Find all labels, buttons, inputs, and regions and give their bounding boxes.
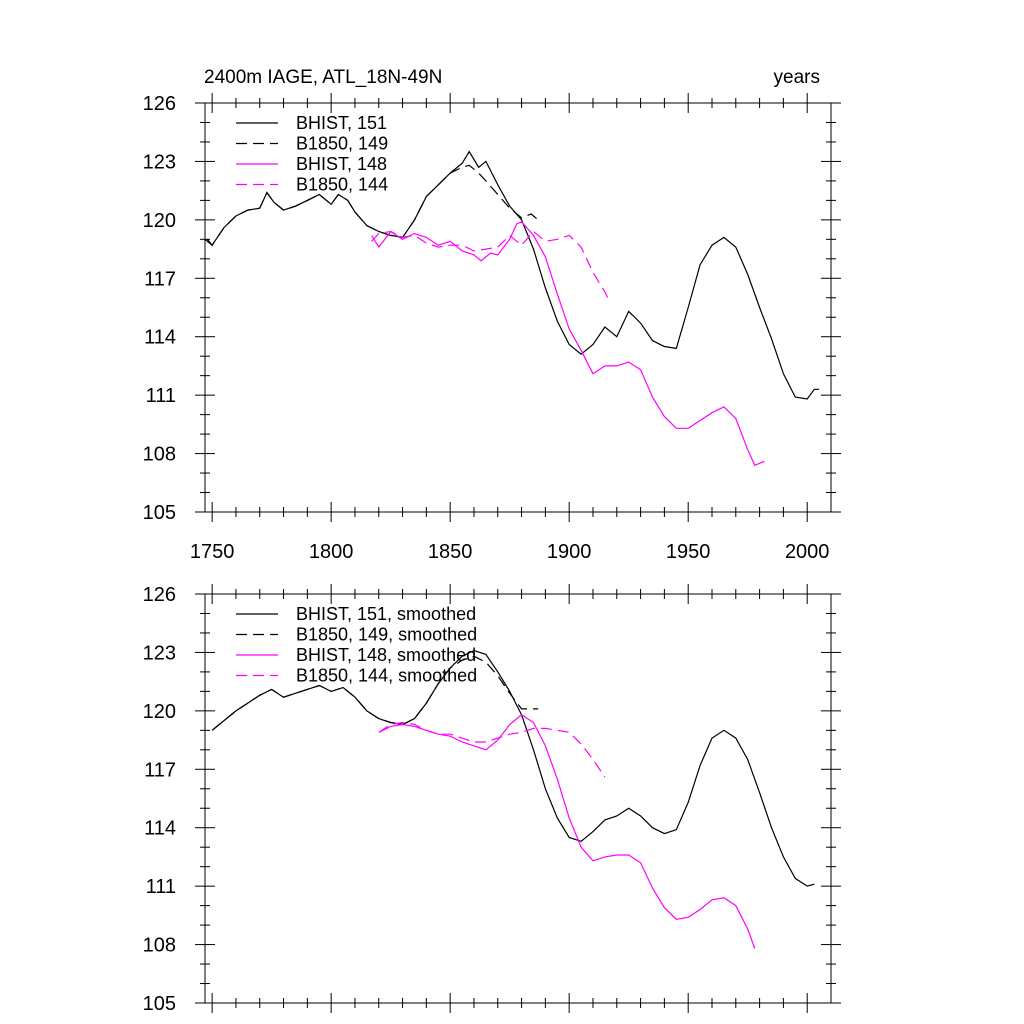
legend-label-1: BHIST, 151, smoothed bbox=[296, 604, 476, 624]
y-tick-label: 123 bbox=[143, 642, 176, 664]
legend-label-3: BHIST, 148, smoothed bbox=[296, 645, 476, 665]
legend-label-2: B1850, 149 bbox=[296, 134, 388, 154]
y-tick-label: 126 bbox=[143, 93, 176, 115]
chart-units: years bbox=[774, 67, 820, 88]
y-tick-label: 123 bbox=[143, 151, 176, 173]
x-tick-label: 1850 bbox=[428, 541, 473, 563]
top-panel: 105 108 111 114 117 120 123 126 1750 1800 1850 1900… bbox=[143, 93, 841, 563]
y-tick-label: 120 bbox=[143, 701, 176, 723]
y-tick-label: 105 bbox=[143, 993, 176, 1015]
y-tick-label: 126 bbox=[143, 584, 176, 606]
series-line-3 bbox=[371, 221, 765, 467]
legend-label-4: B1850, 144 bbox=[296, 175, 388, 195]
y-tick-label: 114 bbox=[144, 327, 176, 349]
y-tick-label: 117 bbox=[144, 268, 176, 290]
plot-frame bbox=[204, 593, 832, 1004]
series-line-2 bbox=[206, 164, 539, 247]
legend-label-1: BHIST, 151 bbox=[296, 113, 387, 133]
y-tick-label: 111 bbox=[146, 385, 176, 407]
x-tick-label: 1900 bbox=[547, 541, 592, 563]
plot-frame bbox=[204, 102, 832, 513]
series-line-4 bbox=[378, 721, 606, 778]
series-line-2 bbox=[211, 655, 539, 731]
y-tick-label: 117 bbox=[144, 759, 176, 781]
y-tick-label: 111 bbox=[146, 876, 176, 898]
series-line-4 bbox=[371, 230, 611, 302]
x-tick-label: 2000 bbox=[785, 541, 830, 563]
y-tick-label: 105 bbox=[143, 502, 176, 524]
series-line-1 bbox=[204, 150, 820, 400]
x-tick-label: 1950 bbox=[666, 541, 711, 563]
series-line-1 bbox=[211, 649, 815, 887]
chart-title: 2400m IAGE, ATL_18N-49N bbox=[204, 67, 442, 88]
y-tick-label: 120 bbox=[143, 210, 176, 232]
x-tick-label: 1800 bbox=[309, 541, 354, 563]
series-line-3 bbox=[378, 714, 756, 949]
y-tick-label: 108 bbox=[143, 935, 176, 957]
y-tick-label: 114 bbox=[144, 818, 176, 840]
bottom-panel: 105 108 111 114 117 120 123 126 BHIST, 151, smoo… bbox=[143, 584, 841, 1015]
legend-label-4: B1850, 144, smoothed bbox=[296, 666, 477, 686]
legend-label-2: B1850, 149, smoothed bbox=[296, 625, 477, 645]
legend-label-3: BHIST, 148 bbox=[296, 154, 387, 174]
x-tick-label: 1750 bbox=[190, 541, 235, 563]
y-tick-label: 108 bbox=[143, 444, 176, 466]
